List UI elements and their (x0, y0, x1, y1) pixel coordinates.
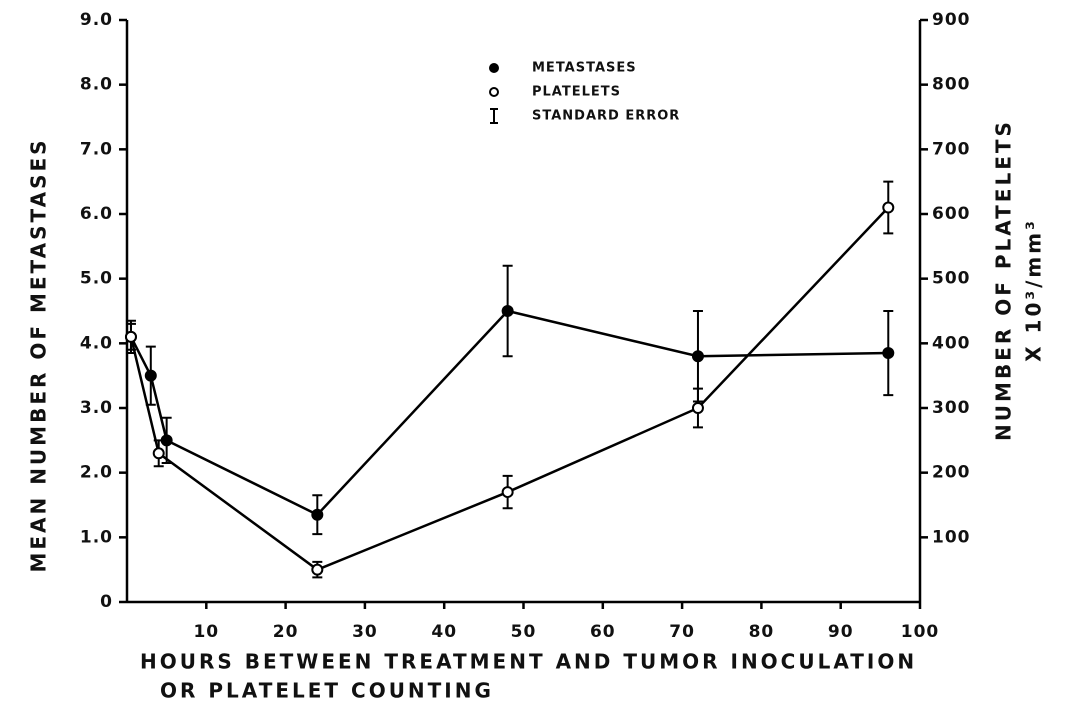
y-tick-label: 3.0 (80, 398, 113, 418)
point (501, 305, 514, 317)
y-tick-label: 1.0 (80, 527, 113, 547)
point (882, 347, 895, 360)
point (144, 369, 157, 382)
y2-tick-label: 700 (932, 139, 971, 159)
y-tick-label: 2.0 (80, 463, 113, 483)
series-line (129, 206, 890, 572)
point (882, 201, 895, 214)
y2-tick-label: 100 (932, 527, 971, 547)
y2-tick-label: 200 (932, 463, 971, 483)
x-tick-label: 100 (901, 622, 940, 642)
x-tick-label: 10 (193, 622, 219, 642)
x-tick-label: 30 (352, 622, 378, 642)
legend-label: PLATELETS (532, 85, 621, 100)
point (691, 350, 704, 363)
y2-tick-label: 900 (932, 10, 971, 30)
legend-label: METASTASES (532, 61, 637, 76)
y-tick-label: 4.0 (80, 333, 113, 353)
y-tick-label: 7.0 (80, 139, 113, 159)
x-tick-label: 20 (273, 622, 299, 642)
point (124, 330, 137, 343)
x-tick-label: 80 (749, 622, 775, 642)
y2-tick-label: 600 (932, 204, 971, 224)
point (152, 447, 165, 460)
y-tick-label: 0 (100, 592, 113, 612)
x-axis-label: OR PLATELET COUNTING (160, 679, 494, 703)
x-tick-label: 40 (431, 622, 457, 642)
y2-axis-label: X 10³/mm³ (1022, 218, 1046, 362)
y2-axis-label: NUMBER OF PLATELETS (992, 119, 1016, 441)
point (311, 563, 324, 576)
y2-tick-label: 400 (932, 333, 971, 353)
legend-marker (489, 87, 499, 97)
point (501, 486, 514, 499)
y2-tick-label: 300 (932, 398, 971, 418)
y-tick-label: 9.0 (80, 10, 113, 30)
y-axis-label: MEAN NUMBER OF METASTASES (27, 137, 51, 572)
x-tick-label: 70 (669, 622, 695, 642)
legend-marker (490, 108, 498, 124)
y2-tick-label: 500 (932, 269, 971, 289)
point (691, 402, 704, 414)
y-tick-label: 5.0 (80, 269, 113, 289)
point (311, 508, 324, 521)
y2-tick-label: 800 (932, 75, 971, 95)
legend-label: STANDARD ERROR (532, 109, 680, 124)
x-axis-label: HOURS BETWEEN TREATMENT AND TUMOR INOCUL… (140, 650, 917, 674)
legend-marker (489, 63, 499, 73)
x-tick-label: 60 (590, 622, 616, 642)
x-tick-label: 90 (828, 622, 854, 642)
y-tick-label: 6.0 (80, 204, 113, 224)
x-tick-label: 50 (511, 622, 537, 642)
y-tick-label: 8.0 (80, 75, 113, 95)
